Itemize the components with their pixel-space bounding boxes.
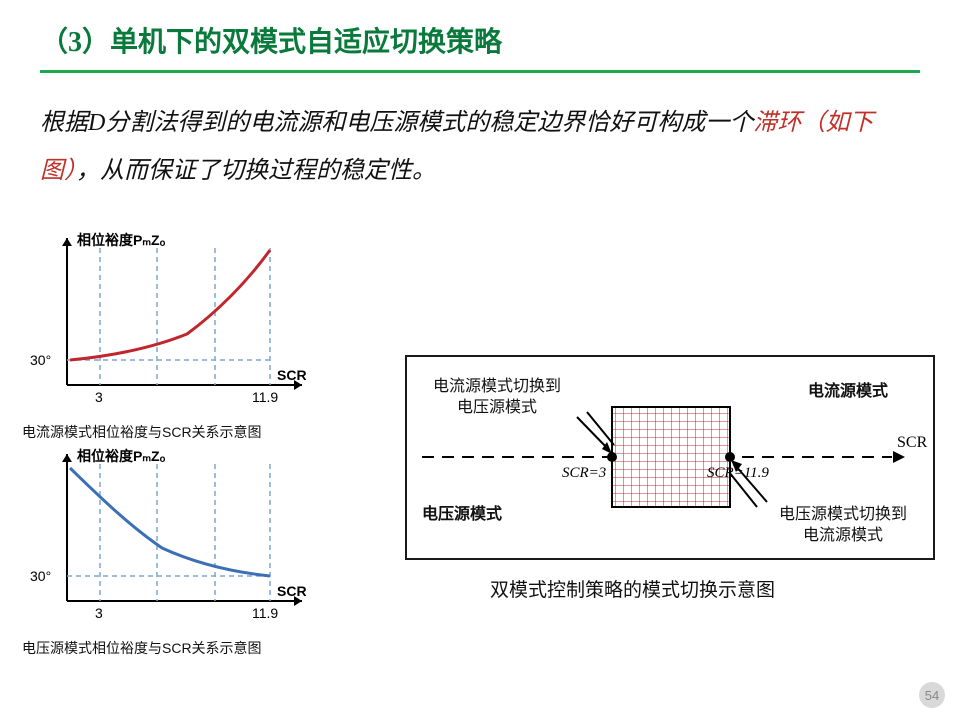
chart2-xtick1: 3 bbox=[95, 605, 103, 621]
chart1-xtick2: 11.9 bbox=[252, 389, 278, 405]
chart1-xlabel: SCR bbox=[277, 367, 307, 383]
hysteresis-diagram: SCR=3 SCR=11.9 SCR 电流源模式切换到 电压源模式 电流源模式 … bbox=[405, 355, 935, 560]
scr-right-label: SCR=11.9 bbox=[707, 465, 769, 481]
scr-left-label: SCR=3 bbox=[562, 465, 606, 481]
body-post: ，从而保证了切换过程的稳定性。 bbox=[76, 158, 436, 184]
chart1-ylabel: 相位裕度PₘZₒ bbox=[77, 232, 166, 248]
chart1-ytick: 30° bbox=[30, 352, 51, 368]
scr-axis-label: SCR bbox=[897, 434, 928, 451]
diag-label-br: 电压源模式切换到 电流源模式 bbox=[763, 505, 923, 547]
chart2-ytick: 30° bbox=[30, 568, 51, 584]
diag-label-tl: 电流源模式切换到 电压源模式 bbox=[417, 377, 577, 419]
diag-label-tr: 电流源模式 bbox=[808, 382, 888, 403]
body-pre: 根据D分割法得到的电流源和电压源模式的稳定边界恰好可构成一个 bbox=[40, 110, 753, 136]
page-number: 54 bbox=[919, 682, 945, 708]
title-underline bbox=[40, 70, 920, 73]
body-paragraph: 根据D分割法得到的电流源和电压源模式的稳定边界恰好可构成一个滞环（如下图），从而… bbox=[40, 99, 920, 195]
slide-title: （3）单机下的双模式自适应切换策略 bbox=[40, 20, 920, 60]
diag-label-bl: 电压源模式 bbox=[422, 505, 502, 526]
chart1-xtick1: 3 bbox=[95, 389, 103, 405]
chart2-caption: 电压源模式相位裕度与SCR关系示意图 bbox=[22, 638, 362, 658]
chart2-ylabel: 相位裕度PₘZₒ bbox=[77, 448, 166, 464]
chart2-xtick2: 11.9 bbox=[252, 605, 278, 621]
right-diagram-caption: 双模式控制策略的模式切换示意图 bbox=[490, 575, 775, 602]
chart2-xlabel: SCR bbox=[277, 583, 307, 599]
chart1-caption: 电流源模式相位裕度与SCR关系示意图 bbox=[22, 422, 362, 442]
chart-current-source: 相位裕度PₘZₒ SCR 30° 3 11.9 bbox=[22, 230, 342, 415]
chart-voltage-source: 相位裕度PₘZₒ SCR 30° 3 11.9 bbox=[22, 446, 342, 631]
